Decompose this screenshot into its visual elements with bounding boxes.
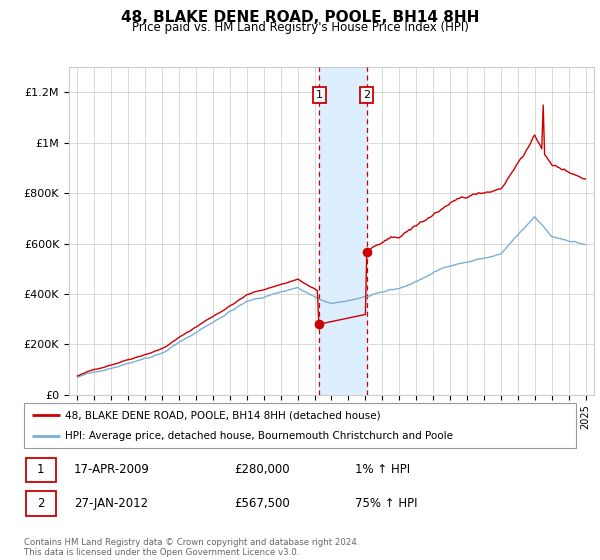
Text: HPI: Average price, detached house, Bournemouth Christchurch and Poole: HPI: Average price, detached house, Bour… [65,431,454,441]
Text: 17-APR-2009: 17-APR-2009 [74,463,149,476]
Text: Contains HM Land Registry data © Crown copyright and database right 2024.
This d: Contains HM Land Registry data © Crown c… [24,538,359,557]
Text: 1: 1 [316,90,323,100]
FancyBboxPatch shape [26,458,56,482]
Bar [319,67,367,395]
Text: 2: 2 [363,90,370,100]
Text: 75% ↑ HPI: 75% ↑ HPI [355,497,418,510]
Text: 48, BLAKE DENE ROAD, POOLE, BH14 8HH (detached house): 48, BLAKE DENE ROAD, POOLE, BH14 8HH (de… [65,410,381,421]
FancyBboxPatch shape [24,403,576,448]
Text: £567,500: £567,500 [234,497,290,510]
Text: 27-JAN-2012: 27-JAN-2012 [74,497,148,510]
Text: 1: 1 [37,463,44,476]
Text: £280,000: £280,000 [234,463,289,476]
Text: Price paid vs. HM Land Registry's House Price Index (HPI): Price paid vs. HM Land Registry's House … [131,21,469,34]
FancyBboxPatch shape [26,492,56,516]
Text: 48, BLAKE DENE ROAD, POOLE, BH14 8HH: 48, BLAKE DENE ROAD, POOLE, BH14 8HH [121,10,479,25]
Text: 1% ↑ HPI: 1% ↑ HPI [355,463,410,476]
Text: 2: 2 [37,497,44,510]
